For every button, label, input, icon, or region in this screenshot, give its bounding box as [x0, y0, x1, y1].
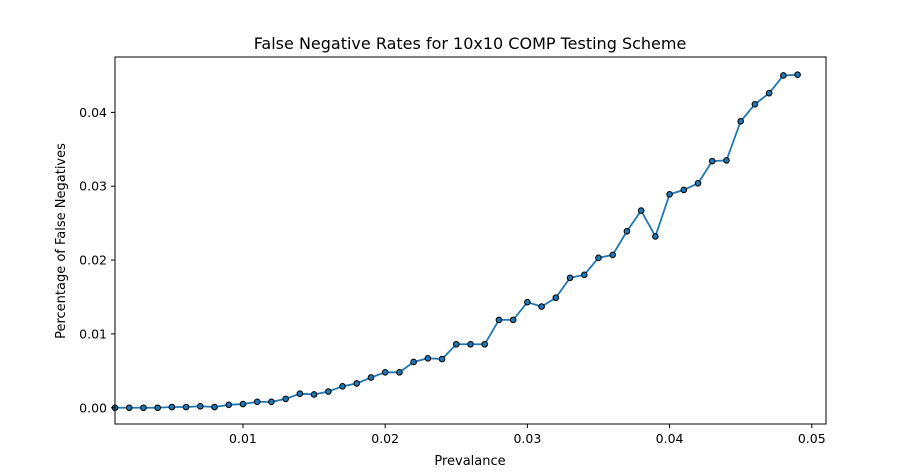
data-point: [694, 179, 702, 187]
data-point: [623, 227, 631, 235]
data-point: [652, 233, 659, 240]
data-point: [481, 340, 489, 348]
series-line: [115, 73, 798, 409]
y-tick-label: 0.04: [79, 105, 107, 120]
data-point: [794, 71, 801, 79]
data-point: [708, 157, 716, 165]
data-point: [524, 298, 531, 306]
data-point: [509, 316, 517, 324]
y-tick-label: 0.01: [79, 326, 107, 341]
x-tick-label: 0.05: [798, 431, 826, 446]
data-point: [396, 369, 403, 376]
data-point: [225, 401, 233, 409]
data-point: [296, 390, 304, 398]
data-point: [182, 403, 190, 411]
x-axis: 0.01 0.02 0.03 0.04 0.05: [229, 424, 826, 446]
data-point: [325, 388, 332, 395]
data-point: [211, 403, 218, 411]
data-point: [154, 404, 161, 412]
data-point: [410, 358, 417, 366]
data-point: [580, 271, 588, 279]
data-point: [424, 354, 432, 362]
y-tick-label: 0.02: [79, 253, 107, 268]
data-point: [367, 374, 375, 381]
x-tick-label: 0.03: [513, 431, 541, 446]
x-tick-label: 0.04: [656, 431, 684, 446]
data-point: [538, 303, 545, 310]
x-axis-label: Prevalance: [434, 454, 505, 469]
data-point: [566, 274, 574, 282]
data-point: [751, 100, 759, 108]
data-point: [680, 186, 688, 194]
y-tick-label: 0.03: [79, 179, 107, 194]
data-point: [609, 251, 617, 259]
data-point: [197, 402, 204, 410]
data-point: [282, 395, 289, 403]
data-point: [253, 398, 261, 406]
data-point: [595, 254, 602, 262]
data-point: [438, 355, 446, 363]
y-tick-label: 0.00: [79, 400, 107, 415]
x-tick-label: 0.01: [229, 431, 257, 446]
data-point: [723, 157, 730, 164]
data-point: [552, 294, 560, 302]
data-point: [381, 369, 389, 376]
data-point: [125, 404, 133, 412]
data-point: [737, 117, 744, 125]
data-point: [268, 398, 275, 406]
data-point: [168, 403, 176, 411]
data-point: [765, 89, 773, 97]
y-axis: 0.00 0.01 0.02 0.03 0.04: [79, 105, 115, 415]
data-point: [495, 316, 503, 324]
data-point: [780, 72, 787, 79]
data-point: [239, 400, 247, 408]
plot-frame: [114, 56, 827, 425]
plot-area: [111, 71, 801, 412]
y-axis-label: Percentage of False Negatives: [54, 143, 69, 339]
data-point: [452, 340, 460, 348]
data-point: [353, 380, 361, 387]
x-tick-label: 0.02: [371, 431, 399, 446]
data-point: [467, 340, 474, 348]
data-point: [637, 207, 645, 214]
data-point: [339, 383, 346, 390]
data-point: [666, 191, 673, 198]
data-point: [310, 391, 318, 398]
data-point: [140, 404, 147, 412]
chart-title: False Negative Rates for 10x10 COMP Test…: [254, 34, 687, 53]
